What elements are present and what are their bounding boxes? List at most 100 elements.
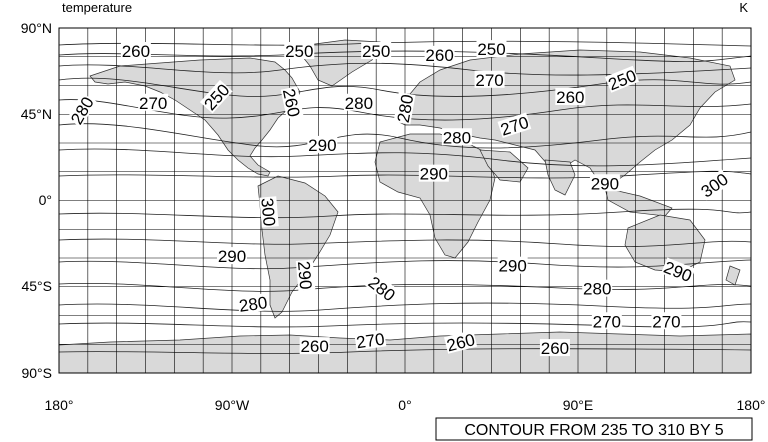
contour-label-text: 270 — [652, 312, 680, 331]
header-units: K — [739, 0, 748, 15]
lon-label-0: 0° — [398, 397, 411, 413]
contour-label-bg — [539, 339, 570, 357]
map-frame — [58, 27, 752, 374]
graticule — [59, 28, 751, 373]
contour-lines — [59, 40, 751, 354]
contour-label: 280 — [343, 93, 374, 113]
contour-label: 250 — [361, 42, 392, 61]
contour-label-text: 250 — [477, 40, 505, 59]
contour-label: 290 — [294, 259, 316, 291]
contour-label-bg — [589, 174, 620, 192]
lon-label-90e: 90°E — [563, 397, 594, 413]
contour-label-bg — [591, 312, 622, 330]
lat-label-90n: 90°N — [21, 20, 52, 36]
contour-label-bg — [361, 42, 392, 59]
contour-label-text: 280 — [443, 128, 471, 147]
contour-label-bg — [307, 135, 338, 153]
contour-label: 250 — [476, 40, 507, 59]
contour-label: 280 — [237, 292, 270, 316]
contour-label-bg — [66, 92, 97, 128]
info-box — [435, 417, 753, 441]
contour-label-text: 270 — [139, 94, 167, 113]
contour-label-text: 250 — [362, 42, 390, 61]
contour-label: 250 — [284, 42, 315, 61]
contour-label: 260 — [299, 337, 330, 356]
contour-label: 280 — [441, 128, 472, 147]
contour-label-bg — [354, 329, 387, 351]
contour-label: 260 — [555, 88, 586, 107]
contour-label-text: 260 — [300, 337, 328, 356]
contour-label-bg — [280, 86, 304, 120]
lon-label-180w: 180° — [45, 397, 74, 413]
lat-label-0: 0° — [39, 192, 52, 208]
contour-label-bg — [199, 79, 233, 114]
lon-label-90w: 90°W — [215, 397, 250, 413]
contour-label: 280 — [582, 279, 613, 299]
lat-label-90s: 90°S — [21, 365, 52, 381]
contour-label-bg — [237, 292, 270, 315]
contour-label: 290 — [418, 164, 449, 184]
contour-label-bg — [697, 169, 732, 201]
contour-label-text: 280 — [583, 280, 611, 299]
contour-label-text: 290 — [308, 136, 336, 155]
contour-label-bg — [604, 65, 640, 93]
contour-label-text: 290 — [294, 260, 315, 290]
contour-label-bg — [418, 164, 449, 182]
contour-label-text: 290 — [218, 247, 246, 266]
lat-label-45s: 45°S — [21, 278, 52, 294]
contour-label-text: 280 — [394, 93, 418, 124]
contour-label-bg — [343, 93, 374, 111]
contour-label: 270 — [591, 312, 622, 331]
lon-label-180e: 180° — [737, 397, 766, 413]
contour-label-bg — [651, 312, 682, 330]
contour-label-text: 290 — [591, 174, 619, 193]
contour-label: 300 — [257, 196, 279, 228]
contour-label-text: 280 — [345, 94, 373, 113]
contour-label-text: 290 — [498, 257, 526, 276]
contour-label-text: 300 — [257, 197, 278, 227]
contour-label: 260 — [539, 339, 570, 358]
contour-label-bg — [424, 45, 455, 63]
contour-label-bg — [476, 40, 507, 58]
contour-label-bg — [299, 337, 330, 355]
contour-label-bg — [120, 42, 151, 59]
contour-label-text: 270 — [593, 312, 621, 331]
contour-label-bg — [497, 256, 528, 274]
contour-label-bg — [441, 128, 472, 146]
info-box-text: CONTOUR FROM 235 TO 310 BY 5 — [464, 422, 723, 439]
contour-label-text: 260 — [122, 42, 150, 61]
contour-label: 260 — [424, 45, 455, 65]
contour-label-bg — [138, 93, 169, 111]
arabia — [479, 149, 529, 183]
contour-label-bg — [295, 259, 316, 291]
india — [544, 159, 576, 196]
contour-label: 280 — [393, 92, 418, 125]
contour-label: 270 — [138, 93, 169, 113]
contour-label: 270 — [354, 329, 387, 353]
header-title: temperature — [62, 0, 132, 15]
contour-label-bg — [661, 257, 696, 285]
contour-label: 290 — [497, 256, 528, 276]
contour-label: 270 — [651, 312, 682, 331]
contour-label: 270 — [474, 70, 505, 90]
lat-label-45n: 45°N — [21, 106, 52, 122]
contour-label: 290 — [307, 135, 338, 155]
contour-label-bg — [393, 92, 416, 125]
contour-label-bg — [444, 329, 478, 354]
contour-label-text: 290 — [420, 165, 448, 184]
contour-label-text: 260 — [425, 46, 453, 65]
contour-label-bg — [497, 112, 532, 138]
contour-label-text: 270 — [355, 330, 386, 353]
contour-label: 290 — [217, 247, 247, 266]
contour-label-bg — [365, 272, 400, 305]
contour-label-bg — [582, 279, 613, 297]
contour-label-text: 260 — [541, 339, 569, 358]
contour-label-text: 280 — [238, 293, 269, 316]
contour-label-text: 270 — [475, 71, 503, 90]
contour-label-bg — [555, 88, 586, 105]
contour-label-bg — [217, 247, 247, 265]
contour-label-bg — [474, 70, 505, 88]
contour-label: 290 — [589, 174, 620, 193]
contour-label-bg — [284, 42, 315, 59]
